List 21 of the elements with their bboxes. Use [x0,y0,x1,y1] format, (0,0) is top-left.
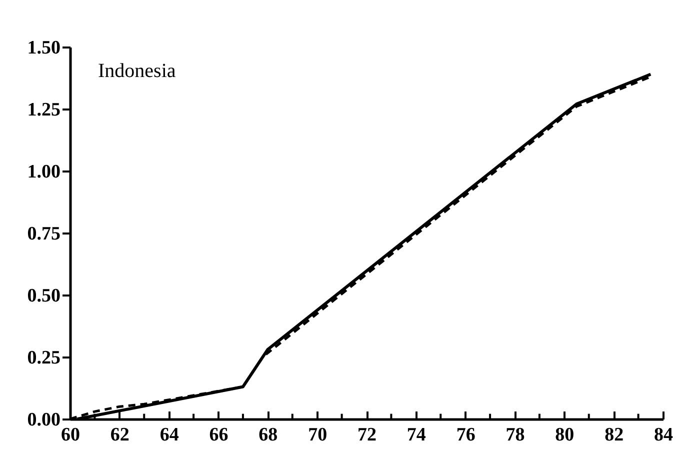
x-tick-label: 78 [506,424,525,446]
x-tick-label: 60 [61,424,80,446]
x-tick-label: 84 [654,424,674,446]
x-tick-label: 64 [160,424,180,446]
x-tick-label: 74 [406,424,426,446]
x-tick-label: 62 [110,424,130,446]
x-tick-label: 80 [555,424,574,446]
annotation: Indonesia [98,60,176,82]
x-tick-label: 66 [209,424,228,446]
x-tick-label: 72 [358,424,376,446]
y-tick-label: 0.50 [27,286,60,306]
x-tick-label: 68 [258,424,278,446]
y-tick-label: 0.25 [27,348,60,368]
y-tick-label: 0.75 [27,224,60,244]
y-tick-label: 1.25 [27,100,60,120]
y-tick-label: 1.00 [27,162,60,182]
x-tick-label: 76 [456,424,476,446]
x-tick-label: 82 [604,424,624,446]
x-tick-label: 70 [308,424,328,446]
y-tick-label: 0.00 [27,410,60,430]
y-tick-label: 1.50 [27,38,60,58]
